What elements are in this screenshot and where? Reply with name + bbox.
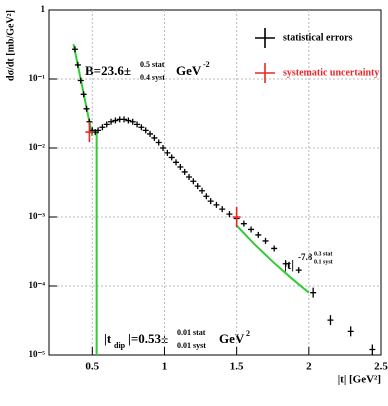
data-point xyxy=(160,145,167,151)
data-point xyxy=(121,116,128,123)
annotation-text: B=23.6± xyxy=(85,63,131,78)
annotation-sub: dip xyxy=(114,341,126,350)
data-point xyxy=(151,134,158,141)
x-tick-label: 2 xyxy=(306,361,312,373)
data-point xyxy=(177,164,184,171)
legend-symbol xyxy=(255,63,275,83)
fit-line xyxy=(235,224,310,294)
data-point xyxy=(347,326,354,337)
data-point xyxy=(327,315,334,326)
data-point xyxy=(199,187,206,194)
y-tick-label: 10⁻⁴ xyxy=(29,280,46,290)
x-tick-label: 0.5 xyxy=(85,361,99,373)
data-point xyxy=(134,121,141,128)
annotation-syst: 0.01 syst xyxy=(177,341,206,350)
data-point xyxy=(168,154,175,161)
data-point xyxy=(194,183,201,190)
y-tick-label: 10⁻¹ xyxy=(29,73,46,83)
y-tick-label: 10⁻² xyxy=(29,142,46,152)
annotation-stat: 0.5 stat xyxy=(140,60,165,69)
fit-line xyxy=(72,43,94,137)
data-point xyxy=(71,46,78,53)
data-point xyxy=(129,118,136,125)
annotation-exp: -7.8 xyxy=(298,252,313,262)
data-point xyxy=(142,127,149,134)
legend-label: statistical errors xyxy=(283,32,353,43)
plot-frame xyxy=(48,9,382,356)
annotation-stat: 0.01 stat xyxy=(177,328,206,337)
data-point xyxy=(213,201,220,208)
data-point xyxy=(112,117,119,124)
syst-cross xyxy=(232,207,241,227)
annotation-stat: 0.3 stat xyxy=(314,251,332,257)
annotation-syst: 0.1 syst xyxy=(314,259,333,265)
data-point xyxy=(108,118,115,125)
annotation-power: 2 xyxy=(246,329,250,338)
data-point xyxy=(219,206,226,213)
data-point xyxy=(147,130,154,137)
data-point xyxy=(83,105,90,112)
x-tick-label: 1 xyxy=(162,361,168,373)
annotation-unit: GeV xyxy=(176,63,202,78)
data-point xyxy=(271,245,278,252)
annotation-syst: 0.4 syst xyxy=(140,73,165,82)
data-point xyxy=(295,267,302,274)
data-point xyxy=(103,121,110,128)
y-tick-label: 10⁻³ xyxy=(29,211,46,221)
data-point xyxy=(173,159,180,166)
data-point xyxy=(190,178,197,185)
y-tick-label: 10⁻⁵ xyxy=(29,349,46,359)
data-point xyxy=(95,127,102,134)
annotation: B=23.6± xyxy=(85,63,131,78)
data-point xyxy=(226,211,233,218)
data-point xyxy=(203,193,210,200)
annotation-unit: GeV xyxy=(219,331,245,346)
data-point xyxy=(207,198,214,205)
data-point xyxy=(138,124,145,131)
syst-cross xyxy=(85,122,94,143)
data-point xyxy=(155,139,162,146)
data-point xyxy=(164,149,171,156)
y-tick-label: 1 xyxy=(41,4,46,14)
annotation-text: |=0.53± xyxy=(128,331,168,346)
annotation-text: |t| xyxy=(284,257,294,272)
annotation-power: -2 xyxy=(203,60,210,69)
data-point xyxy=(248,226,255,233)
x-tick-label: 2.5 xyxy=(374,361,388,373)
data-point xyxy=(74,61,81,68)
data-point xyxy=(282,260,289,267)
legend-symbol xyxy=(255,28,275,48)
x-tick-label: 1.5 xyxy=(230,361,244,373)
data-point xyxy=(181,168,188,175)
x-axis-label: |t| [GeV²] xyxy=(338,374,381,386)
legend-label: systematic uncertainty xyxy=(283,67,379,78)
data-point xyxy=(369,344,376,355)
data-point xyxy=(262,237,269,244)
data-point xyxy=(310,287,317,298)
annotation-text: |t xyxy=(104,331,112,346)
data-point xyxy=(80,91,87,98)
data-point xyxy=(77,77,84,84)
y-axis-label: dσ/dt [mb/GeV²] xyxy=(5,10,16,81)
data-point xyxy=(240,220,247,227)
data-point xyxy=(186,173,193,180)
data-point xyxy=(255,231,262,238)
data-point xyxy=(125,117,132,124)
data-point xyxy=(99,124,106,131)
